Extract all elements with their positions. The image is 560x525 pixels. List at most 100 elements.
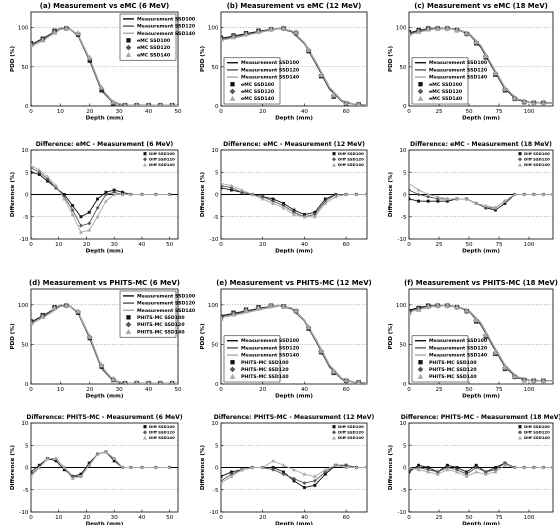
data-point: [31, 472, 33, 477]
data-point: [502, 85, 508, 91]
series-measurement-ssd140: [409, 27, 553, 104]
data-point: [70, 208, 75, 213]
legend-marker: [143, 152, 147, 156]
data-point: [170, 102, 175, 106]
legend-marker: [125, 328, 132, 335]
data-point: [502, 364, 508, 370]
data-point: [455, 196, 459, 201]
plot-frame: [408, 288, 554, 385]
y-tick-label: 0: [403, 104, 407, 110]
data-point: [221, 36, 224, 42]
x-tick-label: 0: [29, 242, 33, 248]
data-point: [70, 476, 75, 481]
data-point: [87, 221, 92, 226]
data-point: [492, 349, 499, 355]
legend-label: eMC SSD140: [241, 96, 275, 102]
legend-label: Measurement SSD120: [429, 345, 488, 351]
data-point: [454, 27, 460, 33]
x-axis-label: Depth (mm): [462, 394, 500, 400]
data-point: [78, 223, 83, 228]
data-point: [134, 380, 139, 384]
data-point: [541, 192, 546, 197]
series-phits-mc-ssd140: [221, 302, 362, 384]
y-tick-label: 5: [25, 443, 29, 449]
data-point: [302, 486, 306, 489]
data-point: [522, 465, 527, 470]
series-line: [409, 304, 553, 382]
subplot-title: (d) Measurement vs PHITS-MC (6 MeV): [29, 279, 180, 287]
data-point: [243, 307, 249, 313]
series-line: [31, 451, 170, 480]
data-point: [37, 168, 42, 172]
data-point: [426, 199, 430, 203]
data-point: [45, 174, 50, 179]
legend-label: eMC SSD140: [137, 52, 171, 58]
data-point: [356, 101, 362, 106]
x-tick-label: 0: [407, 109, 411, 115]
data-point: [493, 205, 498, 210]
data-point: [292, 212, 296, 217]
data-point: [146, 380, 151, 384]
legend-marker: [142, 435, 148, 440]
x-tick-label: 60: [343, 109, 351, 115]
subplot-title: Difference: eMC - Measurement (12 MeV): [223, 141, 365, 148]
x-axis-label: Depth (mm): [275, 116, 313, 122]
legend-marker: [142, 157, 148, 162]
data-point: [221, 186, 223, 190]
x-axis-label: Depth (mm): [275, 249, 313, 255]
data-point: [229, 183, 234, 188]
data-point: [531, 465, 536, 470]
legend-label: Measurement SSD140: [429, 75, 488, 81]
x-axis-label: Depth (mm): [275, 522, 313, 525]
legend-label: Diff SSD140: [149, 162, 175, 167]
subplot-8: (e) Measurement vs PHITS-MC (12 MeV) 0 20 4…: [200, 279, 372, 400]
data-point: [98, 362, 105, 368]
legend-label: PHITS-MC SSD100: [429, 360, 477, 366]
legend-label: eMC SSD120: [137, 45, 171, 51]
data-point: [39, 37, 46, 43]
data-point: [417, 199, 421, 203]
legend-marker: [518, 152, 522, 156]
data-point: [292, 476, 296, 481]
legend-label: eMC SSD100: [241, 82, 275, 88]
data-point: [522, 192, 527, 197]
legend-marker: [517, 162, 523, 167]
x-tick-label: 0: [29, 515, 33, 521]
data-point: [260, 196, 265, 201]
series-emc-ssd140: [409, 25, 547, 106]
subplot-title: (a) Measurement vs eMC (6 MeV): [40, 2, 169, 10]
y-tick-label: -5: [401, 488, 407, 494]
data-point: [230, 34, 237, 40]
data-point: [330, 92, 337, 98]
data-point: [444, 25, 451, 31]
x-tick-label: 30: [111, 515, 119, 521]
legend-label: PHITS-MC SSD120: [137, 322, 185, 328]
data-point: [280, 25, 287, 31]
data-point: [239, 467, 244, 472]
legend-label: Diff SSD120: [524, 157, 550, 162]
plot-area: [221, 25, 367, 106]
data-point: [103, 199, 108, 203]
y-tick-label: 10: [399, 148, 407, 154]
series-line: [409, 27, 553, 104]
data-point: [78, 230, 83, 234]
data-point: [31, 474, 33, 478]
data-point: [123, 102, 128, 106]
y-tick-label: 0: [403, 382, 407, 388]
data-point: [330, 368, 337, 374]
legend-label: PHITS-MC SSD100: [241, 360, 289, 366]
series-line: [31, 451, 170, 477]
y-tick-label: 5: [215, 170, 219, 176]
legend-label: Measurement SSD120: [137, 24, 196, 30]
y-tick-label: -10: [209, 510, 219, 516]
data-point: [31, 170, 33, 174]
data-point: [454, 304, 460, 310]
data-point: [281, 463, 286, 467]
data-point: [62, 465, 67, 470]
subplot-5: Difference: eMC - Measurement (12 MeV) 0 2…: [200, 141, 368, 255]
